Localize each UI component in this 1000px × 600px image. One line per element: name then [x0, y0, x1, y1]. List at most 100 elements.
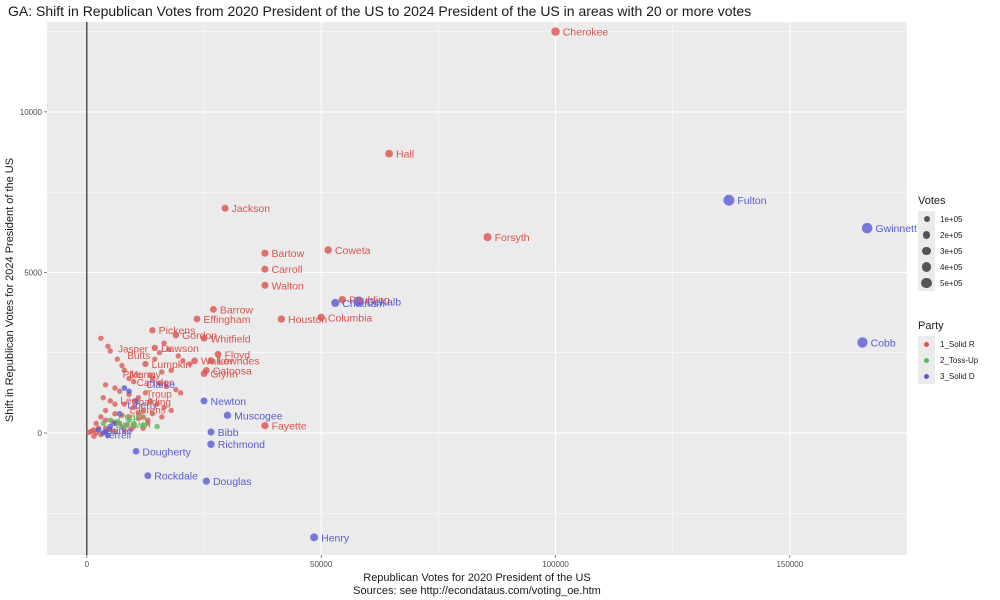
cluster-point — [147, 398, 153, 404]
point-walker — [191, 357, 198, 365]
cluster-point — [131, 378, 137, 385]
cluster-point — [156, 350, 163, 356]
cluster-point — [100, 394, 106, 401]
cluster-point — [166, 346, 172, 353]
point-fulton — [723, 194, 735, 206]
label-walton: Walton — [271, 280, 303, 292]
legend-votes-entry: 4e+05 — [918, 259, 962, 275]
cluster-point — [126, 375, 132, 382]
point-fayette — [261, 421, 269, 430]
label-chatham: Chatham — [342, 298, 385, 310]
cluster-point — [105, 432, 111, 439]
point-douglas — [202, 477, 210, 485]
legend-votes-entry: 3e+05 — [918, 243, 962, 259]
legend-votes-dot — [922, 231, 931, 239]
y-tick-label: 10000 — [20, 108, 43, 117]
cluster-point — [135, 411, 142, 417]
cluster-label: Troup — [146, 389, 172, 400]
cluster-point — [102, 428, 109, 435]
legend-party-label: 3_Solid D — [940, 371, 975, 381]
cluster-label: Liberty — [127, 401, 157, 412]
cluster-point — [112, 428, 118, 435]
label-glynn: Glynn — [210, 369, 238, 381]
cluster-point — [154, 401, 160, 407]
label-fulton: Fulton — [737, 195, 766, 207]
point-bartow — [261, 249, 269, 257]
x-tick-label: 0 — [85, 560, 90, 569]
cluster-point — [95, 426, 102, 433]
label-henry: Henry — [321, 532, 350, 544]
label-catoosa: Catoosa — [213, 365, 252, 377]
cluster-label: Pike — [123, 370, 143, 381]
label-newton: Newton — [211, 396, 247, 408]
cluster-point — [86, 429, 92, 436]
point-richmond — [207, 440, 215, 448]
cluster-point — [140, 422, 146, 428]
point-gwinnett — [861, 222, 873, 234]
point-houston — [277, 315, 286, 323]
cluster-point — [156, 380, 163, 386]
x-tick-label: 50000 — [310, 560, 333, 569]
cluster-point — [121, 367, 128, 374]
cluster-point — [163, 383, 170, 390]
cluster-point — [154, 423, 160, 430]
cluster-point — [123, 422, 130, 428]
x-tick-label: 150000 — [776, 560, 803, 569]
point-pickens — [149, 327, 156, 334]
point-chatham — [331, 298, 340, 308]
cluster-point — [105, 343, 111, 349]
cluster-point — [159, 369, 165, 375]
label-carroll: Carroll — [271, 264, 302, 276]
cluster-label: Clarke — [146, 380, 175, 391]
legend-votes-entry: 5e+05 — [918, 275, 962, 291]
label-cobb: Cobb — [871, 337, 896, 349]
label-rockdale: Rockdale — [154, 471, 198, 483]
label-dougherty: Dougherty — [142, 446, 191, 458]
legend-party-title: Party — [918, 320, 944, 332]
point-effingham — [193, 315, 201, 323]
cluster-point — [131, 404, 137, 411]
cluster-point — [177, 390, 184, 396]
point-whitfield — [200, 334, 208, 342]
label-columbia: Columbia — [328, 312, 373, 324]
y-axis-label: Shift in Republican Votes for 2024 Presi… — [4, 157, 16, 423]
point-hall — [385, 149, 394, 158]
legend-votes-label: 1e+05 — [940, 214, 963, 224]
legend-votes-title: Votes — [918, 195, 946, 207]
cluster-point — [121, 385, 128, 391]
cluster-point — [116, 410, 123, 417]
x-axis-label: Republican Votes for 2020 President of t… — [363, 572, 591, 584]
cluster-label: Camden — [137, 378, 175, 389]
point-henry — [310, 533, 319, 542]
plot-panel — [47, 22, 907, 555]
label-barrow: Barrow — [220, 304, 254, 316]
cluster-point — [173, 386, 179, 393]
point-dawson — [151, 344, 158, 352]
x-tick-label: 100000 — [542, 560, 569, 569]
cluster-label: Spalding — [132, 397, 171, 408]
cluster-points — [86, 335, 193, 439]
cluster-point — [142, 390, 149, 396]
cluster-point — [107, 423, 114, 430]
cluster-point — [187, 361, 193, 367]
label-cherokee: Cherokee — [563, 27, 609, 39]
y-tick-label: 5000 — [24, 268, 42, 277]
legend-votes-dot — [921, 277, 932, 289]
point-bibb — [207, 428, 215, 436]
point-lowndes — [207, 357, 215, 365]
legend-votes-entry: 1e+05 — [918, 211, 962, 227]
cluster-point — [119, 423, 125, 430]
point-carroll — [261, 265, 269, 273]
cluster-point — [152, 356, 158, 362]
legend-votes-entry: 2e+05 — [918, 227, 962, 243]
cluster-point — [107, 348, 113, 354]
cluster-label: Jasper — [118, 345, 149, 356]
cluster-point — [135, 415, 142, 422]
label-coweta: Coweta — [335, 245, 371, 257]
grid-lines — [47, 22, 908, 555]
point-newton — [200, 397, 208, 405]
cluster-label: Baldwin — [116, 420, 151, 431]
cluster-point — [140, 407, 146, 414]
point-coweta — [324, 246, 332, 254]
cluster-label: Butts — [127, 351, 150, 362]
